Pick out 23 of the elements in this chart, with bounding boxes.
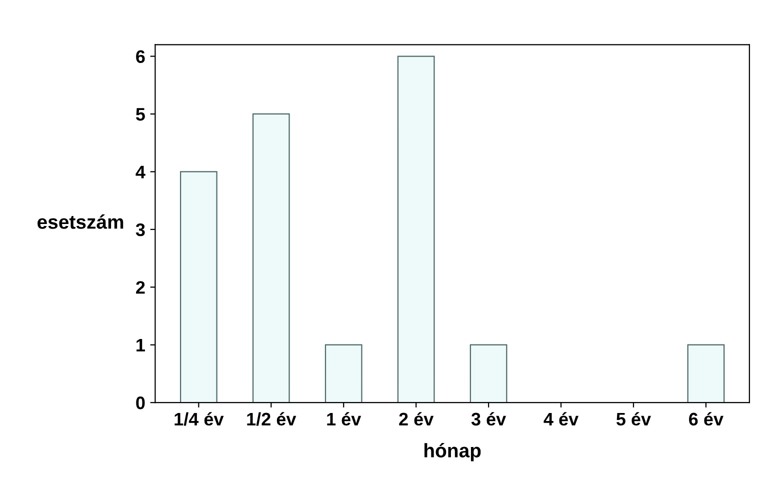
x-tick-label: 5 év	[616, 412, 651, 426]
bar	[397, 56, 435, 403]
x-tick-label: 3 év	[471, 412, 506, 426]
y-axis-title: esetszám	[38, 214, 124, 229]
bar	[687, 344, 725, 403]
x-tick-label: 2 év	[399, 412, 434, 426]
y-tick-label: 1	[136, 338, 145, 352]
bar	[252, 113, 290, 403]
bar	[470, 344, 508, 403]
y-tick-label: 3	[136, 223, 145, 236]
y-tick-label: 2	[136, 281, 145, 294]
x-tick-label: 1/4 év	[174, 412, 224, 426]
y-tick-label: 0	[136, 396, 145, 410]
x-tick-label: 6 év	[689, 412, 724, 426]
x-tick-label: 1 év	[327, 412, 362, 426]
bar	[324, 344, 362, 403]
y-tick-label: 6	[136, 50, 145, 63]
x-axis-title: hónap	[424, 443, 481, 462]
x-tick-label: 4 év	[544, 412, 579, 426]
y-tick-label: 5	[136, 108, 145, 121]
y-tick-label: 4	[136, 166, 146, 178]
x-tick-label: 1/2 év	[247, 412, 296, 426]
bar	[180, 171, 218, 403]
